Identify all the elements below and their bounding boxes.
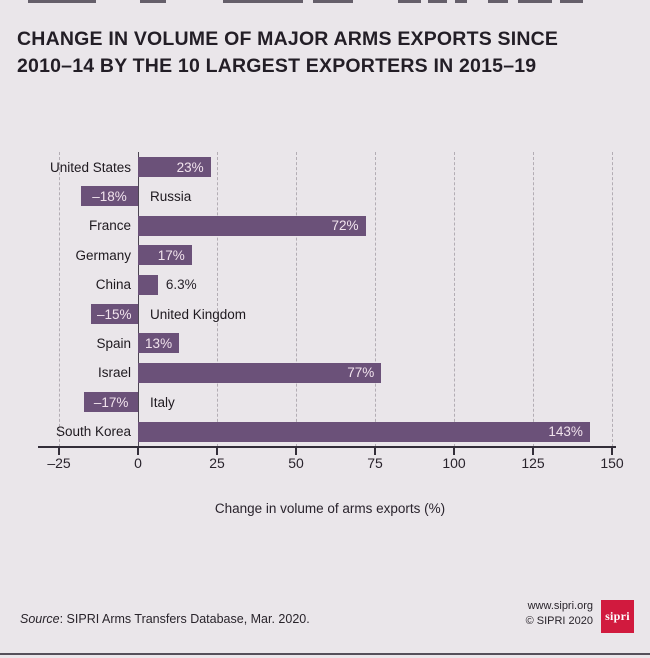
bar: –17% [84,392,138,413]
source-note-prefix: Source [20,612,60,626]
x-axis-tick [453,447,455,455]
value-label: –18% [92,188,127,204]
x-axis-label: Change in volume of arms exports (%) [214,501,446,516]
bar-row: Germany 17% [0,245,650,266]
page-title: CHANGE IN VOLUME OF MAJOR ARMS EXPORTS S… [17,26,637,80]
x-axis-tick-label: 0 [134,455,142,471]
bar: 77% [138,362,382,383]
category-label: Germany [75,247,131,263]
x-axis-tick-label: 75 [367,455,383,471]
gridline [533,152,534,447]
x-axis-tick [137,447,139,455]
x-axis-tick [532,447,534,455]
value-label: –17% [93,394,129,410]
bar: 17% [138,245,192,266]
bar-row: Israel 77% [0,362,650,383]
x-axis-tick-label: 125 [521,455,545,471]
x-axis-tick [611,447,613,455]
category-label: United Kingdom [150,306,247,322]
chart: Change in volume of arms exports (%) Uni… [0,152,650,530]
x-axis-tick [58,447,60,455]
sipri-meta: www.sipri.org © SIPRI 2020 [526,599,593,629]
value-label: 17% [157,247,185,263]
top-dash [488,0,508,3]
x-axis-tick [216,447,218,455]
top-dash [28,0,96,3]
gridline [375,152,376,447]
x-axis-tick-label: 25 [209,455,225,471]
gridline [59,152,60,447]
bar [138,274,158,295]
bar-row: France 72% [0,215,650,236]
top-dash [428,0,447,3]
bar: 23% [138,157,211,177]
top-dash [455,0,467,3]
x-axis-tick [374,447,376,455]
top-dash [140,0,166,3]
gridline [612,152,613,447]
gridline [296,152,297,447]
bar: 72% [138,215,366,236]
value-label: 143% [548,424,583,440]
x-axis-tick-label: 150 [600,455,624,471]
top-dash [518,0,552,3]
bar-row: United States 23% [0,157,650,177]
source-note: Source: SIPRI Arms Transfers Database, M… [20,612,310,626]
bar-row: Russia –18% [0,186,650,207]
bar-row: Spain 13% [0,333,650,354]
x-axis-tick [295,447,297,455]
category-label: United States [49,159,131,175]
top-dash [398,0,421,3]
x-axis-tick-label: –25 [47,455,71,471]
category-label: Israel [97,365,131,381]
category-label: South Korea [55,424,131,440]
gridline [217,152,218,447]
gridline [454,152,455,447]
bar-row: China 6.3% [0,274,650,295]
sipri-copyright: © SIPRI 2020 [525,615,593,627]
bar: –15% [90,304,138,324]
bar-row: United Kingdom –15% [0,304,650,324]
x-axis-tick-label: 100 [442,455,466,471]
category-label: Italy [150,394,175,410]
category-label: China [95,277,131,293]
value-label: –15% [97,306,132,322]
value-label: 13% [145,335,173,351]
category-label: Russia [150,188,192,204]
source-note-text: : SIPRI Arms Transfers Database, Mar. 20… [59,612,310,626]
x-axis-tick-label: 50 [288,455,304,471]
zero-axis-line [137,152,139,447]
top-dash [560,0,583,3]
value-label: 23% [176,159,204,175]
sipri-logo: sipri [601,600,634,633]
bar: 13% [138,333,180,354]
category-label: France [88,218,131,234]
top-dash [313,0,353,3]
x-axis-line [38,446,616,448]
value-label: 77% [347,365,375,381]
bar-row: Italy –17% [0,392,650,413]
value-label: 72% [331,218,359,234]
bar: –18% [81,186,138,207]
bar: 143% [138,421,590,442]
value-label: 6.3% [165,277,197,293]
sipri-website: www.sipri.org [527,600,593,612]
category-label: Spain [96,335,131,351]
bar-row: South Korea 143% [0,421,650,442]
top-dash [223,0,303,3]
sipri-logo-text: sipri [605,609,630,623]
page-title-line2: 2010–14 BY THE 10 LARGEST EXPORTERS IN 2… [17,55,537,77]
bottom-rule [0,653,650,655]
page-title-line1: CHANGE IN VOLUME OF MAJOR ARMS EXPORTS S… [17,28,559,50]
